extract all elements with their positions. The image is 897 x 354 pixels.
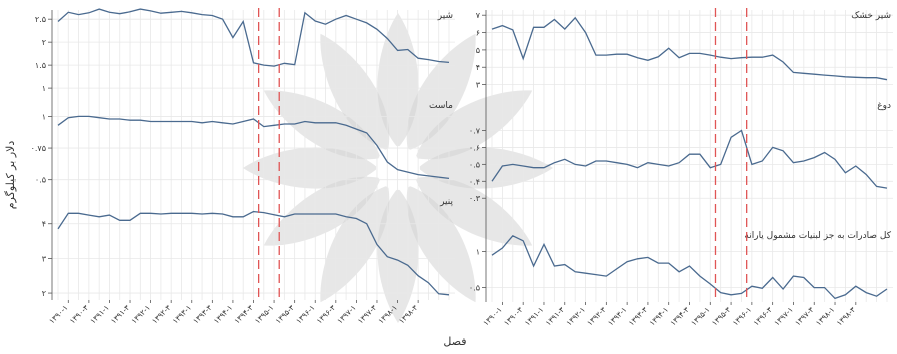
x-tick-label: ۱۳۹۵-۳ [274, 303, 297, 326]
watermark-petal [263, 176, 381, 246]
y-tick-label: ۱ [42, 84, 46, 93]
watermark-petal [320, 185, 390, 303]
x-tick-label: ۱۳۹۳-۳ [627, 305, 650, 328]
x-tick-label: ۱۳۹۶-۳ [752, 305, 775, 328]
y-tick-label: ۰.۷ [469, 126, 481, 135]
watermark-petal [418, 147, 553, 189]
x-tick-label: ۱۳۹۰-۳ [502, 305, 525, 328]
series-label: ماست [429, 101, 453, 111]
watermark-petal [243, 147, 378, 189]
watermark-emblem [243, 13, 553, 323]
x-axis-label: فصل [443, 335, 466, 348]
x-tick-label: ۱۳۹۴-۱ [648, 305, 671, 328]
x-tick-label: ۱۳۹۲-۱ [564, 305, 587, 328]
x-tick-label: ۱۳۹۴-۳ [232, 303, 255, 326]
series-label: شیر [437, 11, 453, 21]
x-tick-label: ۱۳۹۱-۱ [523, 305, 546, 328]
y-tick-label: ۰.۴ [469, 177, 480, 186]
y-tick-label: ۱ [42, 112, 46, 121]
x-tick-label: ۱۳۹۵-۳ [710, 305, 733, 328]
series-label: دوغ [877, 101, 891, 111]
watermark-petal [415, 176, 533, 246]
y-tick-label: ۰.۷۵ [31, 144, 46, 153]
x-tick-label: ۱۳۹۲-۱ [129, 303, 152, 326]
y-tick-label: ۱ [476, 248, 480, 257]
x-tick-label: ۱۳۹۱-۳ [109, 303, 132, 326]
x-tick-label: ۱۳۹۲-۳ [585, 305, 608, 328]
left-panel: ۱ ۱.۵ ۲ ۲.۵ شیر ۰.۵ ۰.۷۵ ۱ ماست ۲ ۳ ۴ پنیر ۱۳۹۰-۱۱۳۹۰… [31, 8, 455, 326]
y-axis-label: دلار بر کیلوگرم [4, 141, 17, 210]
y-tick-label: ۱.۵ [35, 61, 46, 70]
y-tick-label: ۰.۵ [35, 176, 46, 185]
series-label: پنیر [439, 197, 453, 207]
series-label: شیر خشک [851, 11, 891, 21]
x-tick-label: ۱۳۹۷-۳ [793, 305, 816, 328]
y-tick-label: ۰.۶ [469, 143, 480, 152]
y-tick-label: ۴ [476, 63, 480, 72]
x-tick-label: ۱۳۹۰-۱ [481, 305, 504, 328]
y-tick-label: ۳ [42, 254, 47, 263]
watermark-center [376, 146, 420, 190]
x-tick-label: ۱۳۹۳-۱ [171, 303, 194, 326]
x-tick-label: ۱۳۹۳-۳ [191, 303, 214, 326]
y-tick-label: ۰.۳ [469, 194, 481, 203]
y-tick-label: ۲ [42, 289, 46, 298]
series-line [57, 115, 450, 180]
x-tick-label: ۱۳۹۰-۳ [68, 303, 91, 326]
x-tick-label: ۱۳۹۵-۱ [689, 305, 712, 328]
watermark-petal [377, 188, 419, 323]
x-tick-label: ۱۳۹۶-۳ [315, 303, 338, 326]
y-tick-label: ۲ [42, 38, 46, 47]
x-tick-label: ۱۳۹۴-۱ [212, 303, 235, 326]
x-tick-label: ۱۳۹۰-۱ [47, 303, 70, 326]
right-panel: ۳ ۴ ۵ ۶ ۷ شیر خشک ۰.۳ ۰.۴ ۰.۵ ۰.۶ ۰.۷ دوغ ۰.۵ ۱ کل صاد… [469, 8, 893, 328]
x-tick-label: ۱۳۹۱-۱ [88, 303, 111, 326]
series-line [491, 16, 888, 81]
x-tick-label: ۱۳۹۶-۱ [731, 305, 754, 328]
watermark-petal [406, 185, 476, 303]
x-tick-label: ۱۳۹۵-۱ [253, 303, 276, 326]
y-tick-label: ۰.۵ [469, 160, 480, 169]
series-line [491, 129, 888, 189]
x-tick-label: ۱۳۹۶-۱ [294, 303, 317, 326]
y-tick-label: ۷ [476, 11, 481, 20]
x-tick-label: ۱۳۹۱-۳ [544, 305, 567, 328]
x-tick-label: ۱۳۹۸-۱ [814, 305, 837, 328]
watermark-petal [406, 33, 476, 151]
series-line [57, 210, 450, 296]
y-tick-label: ۰.۵ [469, 284, 480, 293]
x-tick-label: ۱۳۹۷-۱ [772, 305, 795, 328]
series-line [57, 8, 450, 67]
y-tick-label: ۲.۵ [35, 15, 46, 24]
y-tick-label: ۳ [476, 81, 481, 90]
x-tick-label: ۱۳۹۴-۳ [668, 305, 691, 328]
x-tick-label: ۱۳۹۸-۳ [835, 305, 858, 328]
series-line [491, 234, 888, 300]
watermark-petal [415, 90, 533, 160]
x-tick-label: ۱۳۹۳-۱ [606, 305, 629, 328]
x-tick-label: ۱۳۹۷-۱ [335, 303, 358, 326]
watermark-petal [263, 90, 381, 160]
x-tick-label: ۱۳۹۷-۳ [356, 303, 379, 326]
watermark-petal [377, 13, 419, 148]
y-tick-label: ۶ [476, 29, 480, 38]
y-tick-label: ۴ [42, 220, 46, 229]
watermark-petal [320, 33, 390, 151]
x-tick-label: ۱۳۹۲-۳ [150, 303, 173, 326]
series-label: کل صادرات به جز لبنیات مشمول یارانه [744, 231, 891, 241]
y-tick-label: ۵ [476, 46, 480, 55]
